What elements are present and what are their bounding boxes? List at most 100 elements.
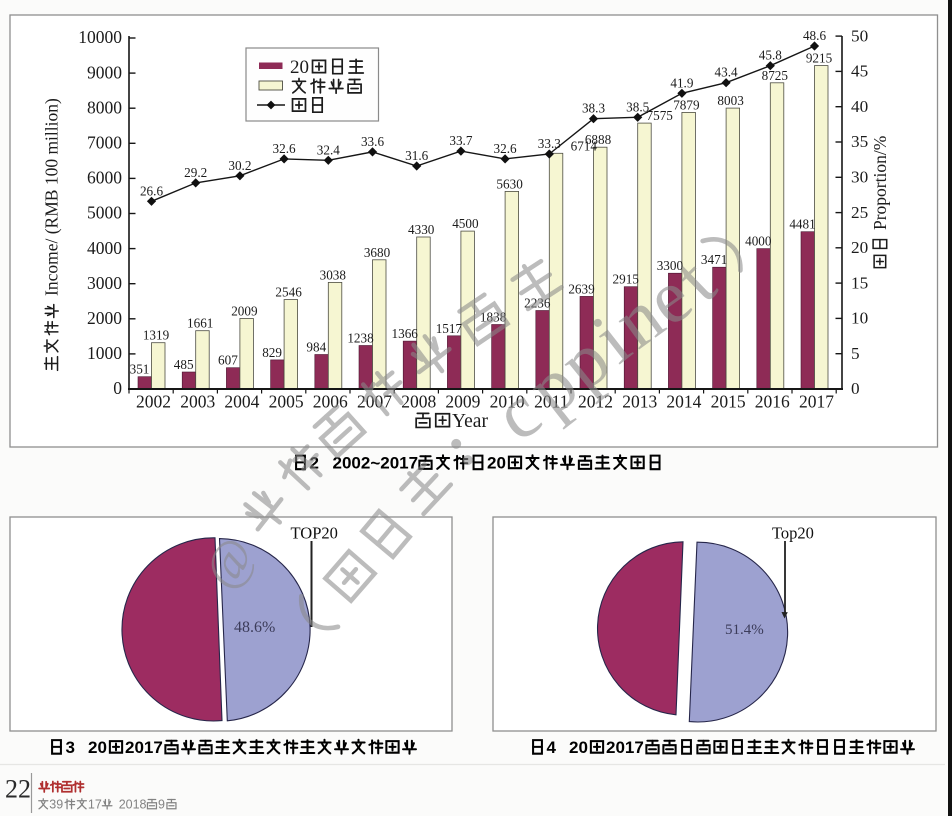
svg-text:25: 25: [851, 203, 868, 222]
svg-text:7879: 7879: [673, 97, 700, 112]
svg-text:3300: 3300: [657, 258, 684, 273]
svg-text:Year: Year: [452, 411, 488, 432]
svg-text:2015: 2015: [711, 392, 746, 412]
svg-text:2915: 2915: [613, 272, 640, 287]
svg-text:32.6: 32.6: [273, 141, 296, 156]
svg-text:2018: 2018: [119, 798, 147, 812]
svg-text:4330: 4330: [408, 222, 435, 237]
svg-text:Proportion/%: Proportion/%: [870, 136, 890, 230]
svg-text:4000: 4000: [87, 238, 122, 258]
svg-text:607: 607: [218, 353, 238, 368]
svg-text:351: 351: [130, 362, 150, 377]
svg-text:0: 0: [851, 379, 860, 398]
svg-text:8003: 8003: [717, 93, 744, 108]
svg-text:1238: 1238: [347, 331, 374, 346]
svg-text:3: 3: [66, 738, 75, 757]
svg-text:5630: 5630: [496, 176, 523, 191]
svg-text:43.4: 43.4: [715, 65, 738, 80]
svg-text:6000: 6000: [87, 168, 122, 188]
svg-text:31.6: 31.6: [405, 148, 428, 163]
svg-text:50: 50: [851, 26, 868, 45]
svg-text:29.2: 29.2: [184, 165, 207, 180]
svg-text:2004: 2004: [224, 392, 259, 412]
svg-text:Income/ (RMB 100 million): Income/ (RMB 100 million): [42, 98, 62, 296]
svg-text:40: 40: [851, 97, 868, 116]
svg-text:2013: 2013: [622, 392, 657, 412]
svg-text:15: 15: [851, 273, 868, 292]
svg-text:2011: 2011: [534, 392, 568, 412]
svg-text:2009: 2009: [231, 304, 258, 319]
svg-text:20: 20: [851, 238, 868, 257]
svg-text:8000: 8000: [87, 97, 122, 117]
svg-text:20: 20: [487, 454, 506, 473]
svg-text:2017: 2017: [799, 392, 834, 412]
svg-text:2000: 2000: [87, 308, 122, 328]
svg-text:485: 485: [174, 357, 194, 372]
svg-text:6888: 6888: [585, 132, 612, 147]
svg-text:30: 30: [851, 168, 868, 187]
svg-text:1661: 1661: [187, 316, 213, 331]
svg-text:45.8: 45.8: [759, 48, 782, 63]
svg-text:4: 4: [547, 738, 557, 757]
svg-text:20: 20: [88, 738, 107, 757]
svg-text:1366: 1366: [392, 326, 419, 341]
svg-text:Top20: Top20: [772, 524, 814, 543]
svg-text:33.6: 33.6: [361, 134, 384, 149]
svg-text:829: 829: [262, 345, 282, 360]
svg-text:5: 5: [851, 344, 860, 363]
svg-text:2: 2: [310, 454, 319, 473]
svg-text:8725: 8725: [762, 68, 789, 83]
svg-text:2005: 2005: [269, 392, 304, 412]
svg-text:7000: 7000: [87, 133, 122, 153]
svg-text:3471: 3471: [701, 252, 727, 267]
svg-text:9: 9: [158, 798, 165, 812]
svg-text:1000: 1000: [87, 343, 122, 363]
svg-text:1517: 1517: [436, 321, 463, 336]
svg-text:6714: 6714: [571, 138, 598, 153]
svg-text:3000: 3000: [87, 273, 122, 293]
svg-text:2009: 2009: [445, 392, 480, 412]
svg-text:0: 0: [113, 378, 122, 398]
svg-text:35: 35: [851, 132, 868, 151]
svg-text:17: 17: [88, 798, 102, 812]
svg-text:10: 10: [851, 309, 868, 328]
svg-text:33.3: 33.3: [538, 136, 561, 151]
svg-text:2006: 2006: [313, 392, 348, 412]
svg-text:9000: 9000: [87, 62, 122, 82]
svg-text:4500: 4500: [452, 216, 479, 231]
svg-text:TOP20: TOP20: [291, 524, 338, 543]
svg-text:2014: 2014: [666, 392, 701, 412]
svg-text:3038: 3038: [320, 267, 347, 282]
svg-text:51.4%: 51.4%: [725, 622, 764, 638]
svg-text:39: 39: [49, 798, 63, 812]
svg-text:26.6: 26.6: [140, 183, 163, 198]
svg-text:38.3: 38.3: [582, 101, 605, 116]
svg-text:3680: 3680: [364, 245, 391, 260]
svg-text:20: 20: [290, 57, 309, 78]
svg-text:4481: 4481: [789, 217, 815, 232]
svg-text:5000: 5000: [87, 203, 122, 223]
svg-text:1319: 1319: [143, 328, 170, 343]
svg-text:2017: 2017: [125, 738, 163, 757]
svg-text:41.9: 41.9: [670, 75, 693, 90]
svg-text:32.4: 32.4: [317, 142, 340, 157]
svg-text:22: 22: [5, 775, 31, 804]
svg-text:33.7: 33.7: [449, 133, 472, 148]
svg-text:2003: 2003: [180, 392, 215, 412]
svg-text:9215: 9215: [806, 51, 833, 66]
svg-text:48.6: 48.6: [803, 28, 826, 43]
svg-text:48.6%: 48.6%: [234, 619, 275, 636]
svg-text:2002~2017: 2002~2017: [333, 454, 419, 473]
svg-text:30.2: 30.2: [228, 158, 251, 173]
svg-text:2012: 2012: [578, 392, 613, 412]
svg-text:38.5: 38.5: [626, 99, 649, 114]
svg-text:32.6: 32.6: [494, 141, 517, 156]
svg-text:4000: 4000: [745, 234, 772, 249]
svg-text:984: 984: [306, 340, 326, 355]
svg-text:2010: 2010: [490, 392, 525, 412]
svg-text:10000: 10000: [78, 27, 122, 47]
svg-text:7575: 7575: [647, 108, 674, 123]
svg-text:20: 20: [569, 738, 588, 757]
svg-text:2002: 2002: [136, 392, 171, 412]
svg-text:2017: 2017: [606, 738, 644, 757]
